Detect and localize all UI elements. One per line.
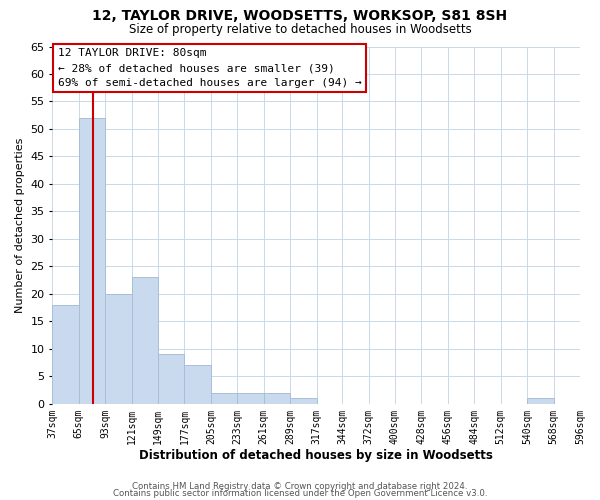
X-axis label: Distribution of detached houses by size in Woodsetts: Distribution of detached houses by size … [139, 450, 493, 462]
Bar [527, 398, 554, 404]
Text: Contains public sector information licensed under the Open Government Licence v3: Contains public sector information licen… [113, 490, 487, 498]
Text: 12, TAYLOR DRIVE, WOODSETTS, WORKSOP, S81 8SH: 12, TAYLOR DRIVE, WOODSETTS, WORKSOP, S8… [92, 8, 508, 22]
Y-axis label: Number of detached properties: Number of detached properties [15, 138, 25, 313]
Bar [290, 398, 317, 404]
Bar [184, 366, 211, 404]
Bar [105, 294, 131, 404]
Bar [211, 393, 238, 404]
Bar [158, 354, 184, 404]
Text: 12 TAYLOR DRIVE: 80sqm
← 28% of detached houses are smaller (39)
69% of semi-det: 12 TAYLOR DRIVE: 80sqm ← 28% of detached… [58, 48, 361, 88]
Bar [238, 393, 264, 404]
Bar [52, 305, 79, 404]
Bar [131, 278, 158, 404]
Text: Contains HM Land Registry data © Crown copyright and database right 2024.: Contains HM Land Registry data © Crown c… [132, 482, 468, 491]
Bar [79, 118, 105, 404]
Bar [264, 393, 290, 404]
Text: Size of property relative to detached houses in Woodsetts: Size of property relative to detached ho… [128, 22, 472, 36]
